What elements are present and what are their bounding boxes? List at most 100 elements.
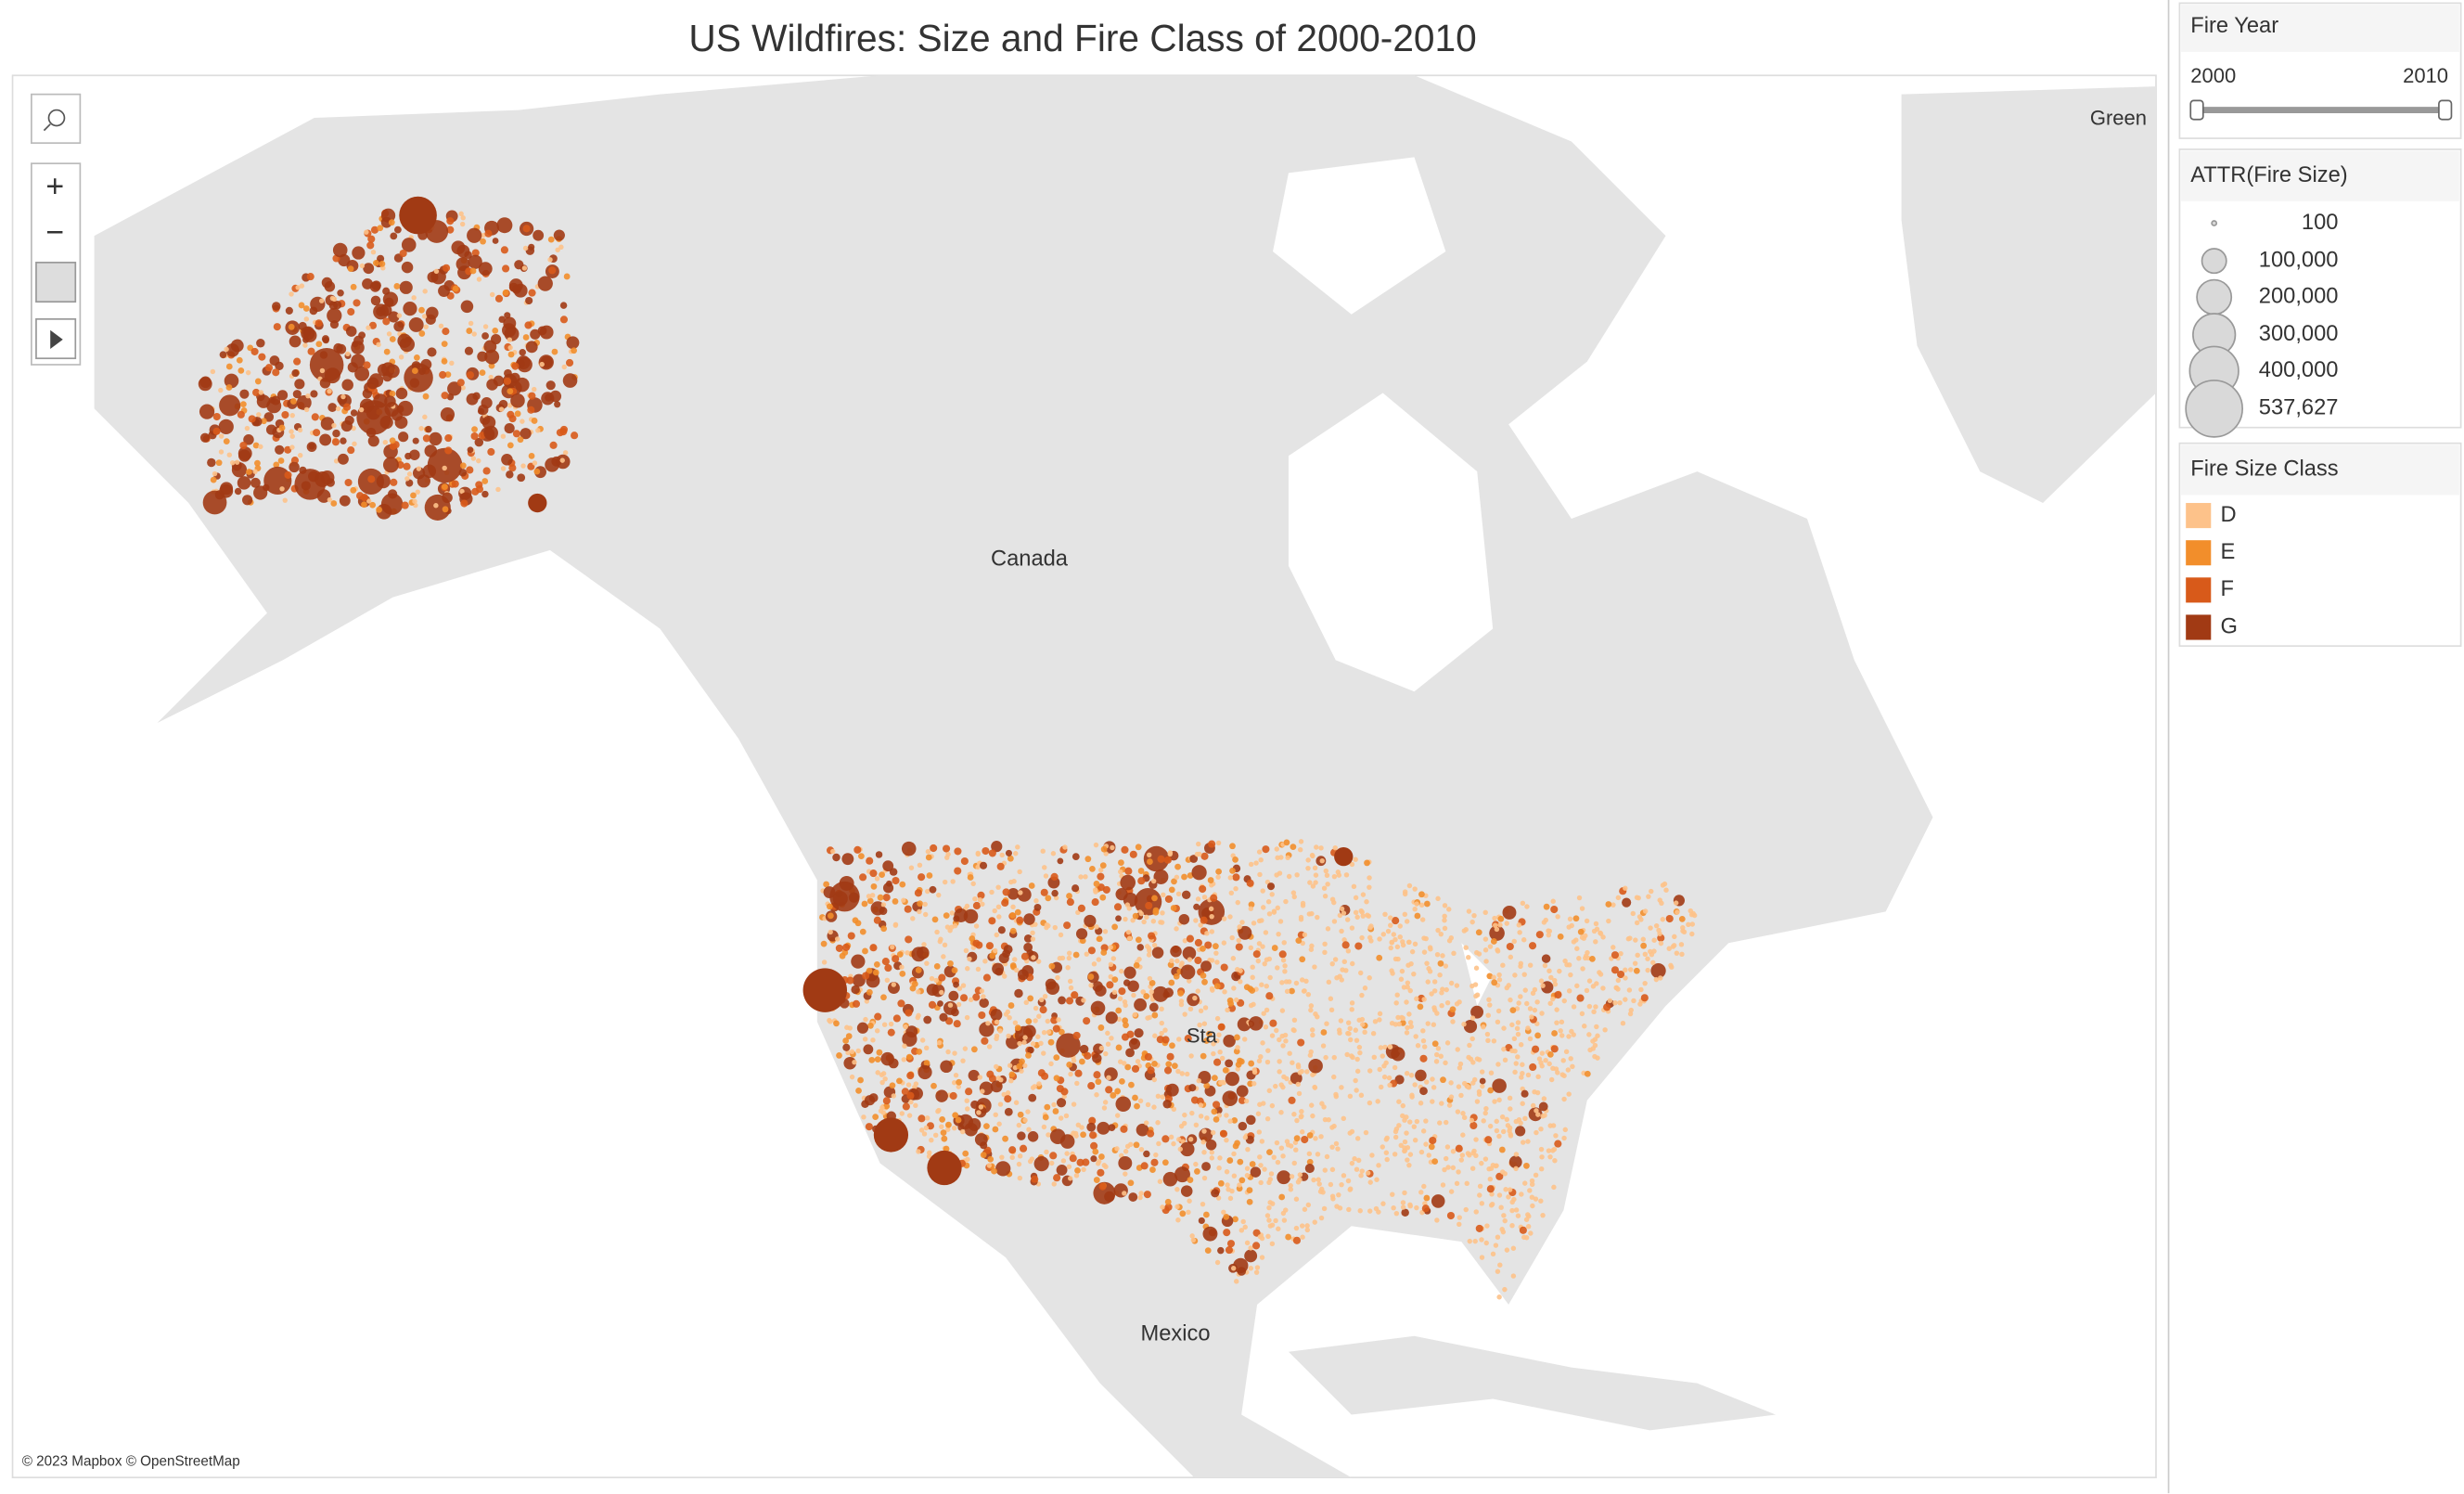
fire-point <box>1251 1001 1256 1008</box>
fire-point <box>1660 882 1666 888</box>
fire-point <box>212 427 221 435</box>
fire-point <box>979 861 988 869</box>
fire-point <box>1640 942 1648 949</box>
fire-point <box>1431 979 1438 985</box>
fire-point <box>1049 1160 1055 1166</box>
fire-point <box>1320 1029 1328 1036</box>
fire-point <box>516 355 531 370</box>
fire-point <box>1122 1191 1127 1196</box>
fire-point <box>1513 1207 1520 1213</box>
fire-point <box>470 456 477 461</box>
fire-point <box>464 346 474 355</box>
fire-point <box>996 862 1005 870</box>
fire-point <box>320 417 335 431</box>
fire-point <box>993 947 998 954</box>
search-button[interactable] <box>31 93 82 144</box>
fire-point <box>1178 1123 1185 1129</box>
fire-point <box>923 1125 930 1131</box>
fire-point <box>872 1114 879 1121</box>
fire-point <box>1057 857 1064 865</box>
fire-point <box>218 433 225 439</box>
fire-point <box>1438 931 1444 937</box>
fire-point <box>1456 1169 1461 1175</box>
fire-point <box>1525 1223 1532 1230</box>
slider-handle-max[interactable] <box>2438 99 2453 121</box>
fire-point <box>1551 1030 1558 1037</box>
fire-point <box>1052 924 1058 931</box>
fire-point <box>1328 996 1334 1001</box>
fire-point <box>1444 999 1451 1006</box>
fire-point <box>466 393 479 406</box>
unpin-button[interactable] <box>35 262 77 303</box>
fire-point <box>442 506 449 513</box>
fire-point <box>1174 926 1179 932</box>
slider-handle-min[interactable] <box>2189 99 2204 121</box>
fire-point <box>1515 1126 1526 1137</box>
fire-point <box>975 851 981 857</box>
fire-point <box>393 225 402 234</box>
fire-point <box>1563 1049 1570 1055</box>
fire-point <box>1260 905 1266 910</box>
fire-point <box>1246 1187 1253 1193</box>
fire-point <box>1492 1078 1507 1093</box>
fire-point <box>1482 909 1488 915</box>
fire-point <box>442 264 451 272</box>
fire-point <box>1646 894 1651 899</box>
fire-point <box>1405 1144 1411 1151</box>
fire-point <box>528 493 547 513</box>
fire-point <box>242 495 253 506</box>
fire-point <box>1431 1005 1437 1011</box>
fire-point <box>199 404 215 419</box>
fire-point <box>382 287 391 295</box>
fire-point <box>1189 855 1199 863</box>
fire-point <box>484 229 493 238</box>
fire-point <box>358 406 365 413</box>
fire-point <box>1084 951 1090 957</box>
fire-point <box>447 381 462 396</box>
fire-point <box>1160 1094 1165 1100</box>
zoom-out-button[interactable]: − <box>45 214 64 250</box>
fire-point <box>1156 1036 1164 1044</box>
fire-point <box>1232 1142 1239 1150</box>
fire-point <box>927 1150 932 1155</box>
slider-track[interactable] <box>2197 107 2444 113</box>
fire-point <box>1196 841 1201 847</box>
fire-point <box>246 469 252 475</box>
map[interactable]: Canada Mexico Green Sta © 2023 Mapbox © … <box>11 74 2157 1479</box>
fire-point <box>979 1022 995 1037</box>
fire-point <box>1068 985 1074 991</box>
zoom-in-button[interactable]: + <box>45 169 64 204</box>
fire-point <box>1499 1169 1506 1175</box>
fire-point <box>319 298 325 303</box>
fire-point <box>842 1037 850 1044</box>
fire-point <box>1049 1128 1066 1144</box>
fire-point <box>1431 1085 1437 1090</box>
fire-point <box>1176 1137 1182 1142</box>
fire-point <box>1066 950 1072 956</box>
fire-point <box>1237 1182 1242 1188</box>
fire-point <box>1497 922 1503 928</box>
fire-point <box>199 376 212 389</box>
fire-point <box>571 347 577 354</box>
fire-point <box>1067 1176 1073 1181</box>
fire-point <box>1308 1049 1314 1055</box>
fire-point <box>1278 1145 1285 1151</box>
fire-point <box>1313 880 1318 885</box>
fire-point <box>341 379 353 392</box>
fire-point <box>1353 895 1359 901</box>
fire-point <box>1253 860 1259 866</box>
fire-point <box>1515 1213 1521 1218</box>
fire-point <box>1502 1286 1508 1293</box>
fire-point <box>1134 1028 1144 1038</box>
color-swatch <box>2186 503 2212 529</box>
fire-point <box>1421 997 1427 1002</box>
fire-point <box>917 900 923 908</box>
fire-point <box>1528 942 1537 950</box>
fire-point <box>1354 1136 1361 1141</box>
fire-point <box>1328 1007 1335 1013</box>
fire-point <box>1193 1161 1199 1167</box>
fire-point <box>1198 1114 1204 1119</box>
fire-point <box>1182 947 1197 960</box>
fire-point <box>261 418 267 425</box>
fire-point <box>1066 1062 1073 1068</box>
